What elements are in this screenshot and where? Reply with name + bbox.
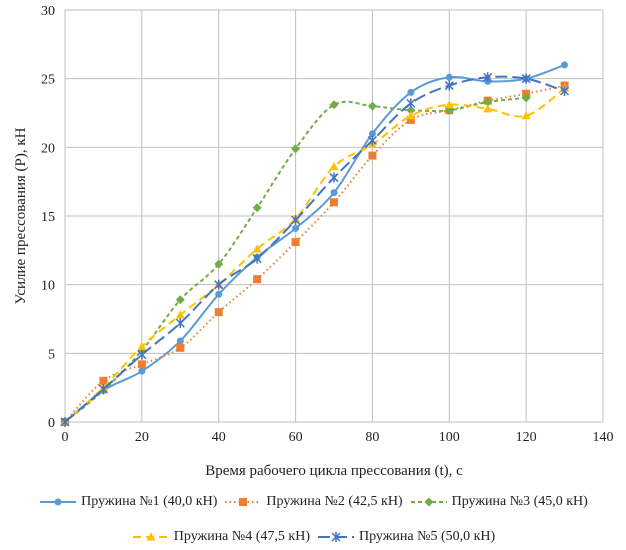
data-point-series-5 bbox=[175, 318, 185, 329]
data-point-series-2 bbox=[176, 343, 185, 352]
data-point-series-2 bbox=[291, 238, 300, 247]
data-point-series-1 bbox=[176, 337, 184, 345]
legend-marker-icon bbox=[331, 532, 341, 542]
data-point-series-1 bbox=[330, 189, 338, 197]
data-point-series-5 bbox=[560, 86, 570, 97]
data-point-series-3 bbox=[214, 259, 224, 269]
data-point-series-1 bbox=[407, 88, 415, 96]
legend-label: Пружина №5 (50,0 кН) bbox=[359, 529, 496, 544]
data-point-series-1 bbox=[215, 290, 223, 298]
x-tick-label: 80 bbox=[365, 430, 379, 445]
data-point-series-1 bbox=[292, 224, 300, 232]
legend-swatch-icon bbox=[40, 498, 77, 506]
x-tick-label: 140 bbox=[593, 430, 614, 445]
data-point-series-1 bbox=[368, 130, 376, 138]
data-point-series-4 bbox=[175, 310, 185, 319]
data-point-series-4 bbox=[521, 111, 531, 120]
legend-item-2[interactable]: Пружина №2 (42,5 кН) bbox=[223, 494, 403, 510]
legend-marker-icon bbox=[146, 532, 156, 541]
data-point-series-1 bbox=[561, 61, 569, 69]
y-tick-label: 10 bbox=[41, 279, 55, 294]
legend-label: Пружина №2 (42,5 кН) bbox=[266, 494, 403, 509]
data-point-series-3 bbox=[291, 144, 301, 154]
data-point-series-4 bbox=[329, 162, 339, 171]
data-point-series-5 bbox=[291, 215, 301, 226]
data-point-series-3 bbox=[483, 97, 493, 107]
data-point-series-1 bbox=[445, 73, 453, 81]
data-point-series-4 bbox=[406, 111, 416, 120]
data-point-series-5 bbox=[137, 349, 147, 360]
data-point-series-5 bbox=[329, 172, 339, 183]
series-line-4 bbox=[64, 87, 566, 423]
x-tick-label: 20 bbox=[135, 430, 149, 445]
y-axis-label: Усилие прессования (P), кН bbox=[13, 127, 29, 304]
legend-swatch-icon bbox=[410, 497, 447, 507]
data-point-series-3 bbox=[406, 105, 416, 115]
legend-marker-icon bbox=[424, 497, 434, 507]
data-point-series-1 bbox=[138, 367, 146, 375]
data-point-series-3 bbox=[252, 203, 262, 213]
data-point-series-5 bbox=[483, 72, 493, 83]
data-point-series-2 bbox=[214, 308, 223, 317]
legend-swatch-icon bbox=[132, 532, 169, 541]
data-point-series-3 bbox=[521, 93, 531, 103]
y-tick-label: 25 bbox=[41, 73, 55, 88]
legend-item-4[interactable]: Пружина №4 (47,5 кН) bbox=[131, 529, 310, 545]
x-axis-label: Время рабочего цикла прессования (t), с bbox=[205, 463, 463, 479]
data-point-series-2 bbox=[137, 360, 146, 369]
legend-label: Пружина №3 (45,0 кН) bbox=[451, 494, 588, 509]
legend-item-5[interactable]: Пружина №5 (50,0 кН) bbox=[316, 529, 495, 545]
data-point-series-3 bbox=[367, 101, 377, 111]
data-point-series-2 bbox=[99, 376, 108, 385]
x-tick-label: 60 bbox=[289, 430, 303, 445]
data-point-series-3 bbox=[329, 100, 339, 110]
legend-marker-icon bbox=[239, 498, 248, 506]
legend-item-1[interactable]: Пружина №1 (40,0 кН) bbox=[38, 494, 217, 510]
y-tick-label: 30 bbox=[41, 4, 55, 19]
legend-swatch-icon bbox=[225, 498, 262, 506]
data-point-series-5 bbox=[60, 417, 70, 427]
data-point-series-5 bbox=[98, 384, 108, 395]
data-point-series-2 bbox=[330, 198, 338, 207]
legend-row-2: Пружина №4 (47,5 кН) Пружина №5 (50,0 кН) bbox=[0, 529, 626, 545]
x-tick-label: 100 bbox=[439, 430, 460, 445]
legend-label: Пружина №4 (47,5 кН) bbox=[173, 529, 310, 544]
data-point-series-4 bbox=[444, 100, 454, 109]
data-point-series-3 bbox=[175, 295, 185, 305]
legend-item-3[interactable]: Пружина №3 (45,0 кН) bbox=[409, 494, 588, 510]
legend-swatch-icon bbox=[318, 532, 354, 542]
legend-row-1: Пружина №1 (40,0 кН) Пружина №2 (42,5 кН)… bbox=[0, 494, 626, 510]
data-point-series-4 bbox=[137, 341, 147, 350]
data-point-series-2 bbox=[368, 151, 377, 160]
x-tick-label: 120 bbox=[516, 430, 537, 445]
y-tick-label: 20 bbox=[41, 141, 55, 156]
plot-area: 0 20 40 60 80 100 120 140 0 5 10 15 20 25 30 Время раб… bbox=[13, 4, 614, 479]
data-point-series-5 bbox=[444, 80, 454, 91]
legend-label: Пружина №1 (40,0 кН) bbox=[81, 494, 218, 509]
data-point-series-5 bbox=[521, 73, 531, 84]
data-point-series-5 bbox=[406, 98, 416, 109]
data-point-series-4 bbox=[483, 104, 493, 113]
y-tick-label: 5 bbox=[48, 347, 55, 362]
data-point-series-4 bbox=[252, 244, 262, 253]
data-point-series-5 bbox=[252, 253, 262, 264]
data-point-series-5 bbox=[214, 279, 224, 290]
y-tick-label: 0 bbox=[48, 416, 55, 431]
legend-marker-icon bbox=[54, 498, 62, 506]
data-point-series-2 bbox=[406, 115, 415, 124]
y-tick-label: 15 bbox=[41, 210, 55, 225]
data-point-series-2 bbox=[253, 275, 262, 284]
x-tick-label: 40 bbox=[212, 430, 226, 445]
data-point-series-5 bbox=[367, 135, 377, 146]
x-tick-label: 0 bbox=[62, 430, 69, 445]
